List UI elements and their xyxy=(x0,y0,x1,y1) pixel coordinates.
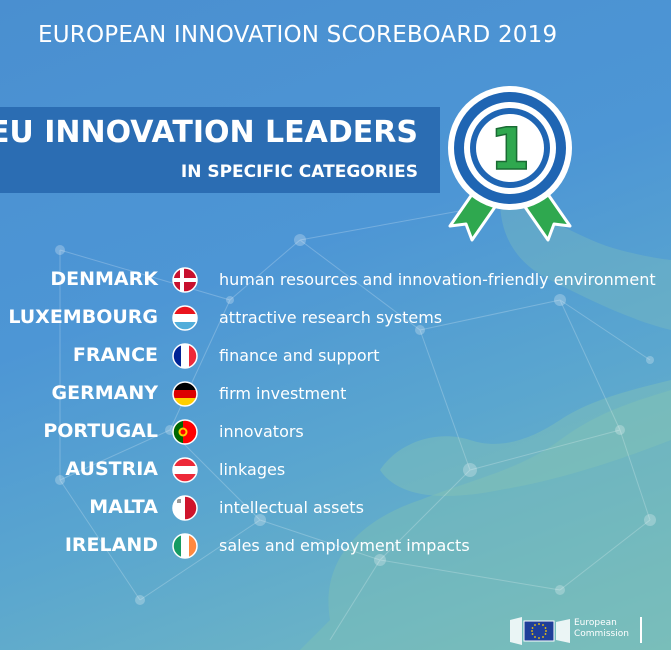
category-label: linkages xyxy=(219,460,286,479)
category-label: firm investment xyxy=(219,384,347,403)
luxembourg-flag-icon xyxy=(172,305,198,331)
category-label: finance and support xyxy=(219,346,380,365)
scoreboard-title: EUROPEAN INNOVATION SCOREBOARD 2019 xyxy=(38,22,558,48)
rosette-medal-icon: 1 xyxy=(448,86,572,242)
country-name: GERMANY xyxy=(51,382,158,404)
category-label: intellectual assets xyxy=(219,498,364,517)
ec-divider xyxy=(640,617,642,643)
list-item: DENMARK human resources and innovation-f… xyxy=(0,262,671,300)
ec-org-line1: European xyxy=(574,618,617,628)
country-name: LUXEMBOURG xyxy=(8,306,158,328)
malta-flag-icon xyxy=(172,495,198,521)
country-name: FRANCE xyxy=(72,344,158,366)
list-item: LUXEMBOURG attractive research systems xyxy=(0,300,671,338)
category-label: sales and employment impacts xyxy=(219,536,470,555)
list-item: MALTA intellectual assets xyxy=(0,490,671,528)
list-item: GERMANY firm investment xyxy=(0,376,671,414)
list-item: IRELAND sales and employment impacts xyxy=(0,528,671,566)
country-name: IRELAND xyxy=(64,534,158,556)
ec-logo-icon xyxy=(510,617,570,645)
france-flag-icon xyxy=(172,343,198,369)
list-item: FRANCE finance and support xyxy=(0,338,671,376)
banner-subtitle: IN SPECIFIC CATEGORIES xyxy=(180,162,418,182)
country-name: PORTUGAL xyxy=(43,420,158,442)
austria-flag-icon xyxy=(172,457,198,483)
ec-wordmark: European Commission xyxy=(574,618,629,640)
category-label: attractive research systems xyxy=(219,308,443,327)
banner-title: EU INNOVATION LEADERS xyxy=(0,115,418,150)
leaders-banner: EU INNOVATION LEADERS IN SPECIFIC CATEGO… xyxy=(0,107,440,193)
portugal-flag-icon xyxy=(172,419,198,445)
ireland-flag-icon xyxy=(172,533,198,559)
category-label: human resources and innovation-friendly … xyxy=(219,270,656,289)
denmark-flag-icon xyxy=(172,267,198,293)
country-name: DENMARK xyxy=(50,268,158,290)
country-name: AUSTRIA xyxy=(65,458,158,480)
country-name: MALTA xyxy=(89,496,158,518)
list-item: PORTUGAL innovators xyxy=(0,414,671,452)
ec-org-line2: Commission xyxy=(574,629,629,639)
germany-flag-icon xyxy=(172,381,198,407)
category-label: innovators xyxy=(219,422,304,441)
list-item: AUSTRIA linkages xyxy=(0,452,671,490)
medal-number: 1 xyxy=(490,115,530,183)
